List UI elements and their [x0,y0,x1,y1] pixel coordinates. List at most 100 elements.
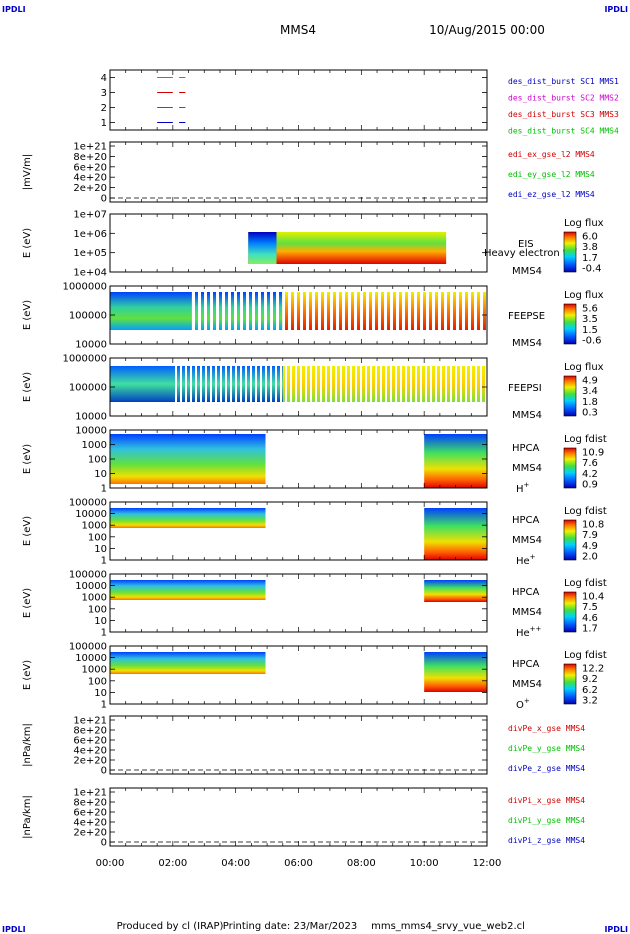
corner-label-bottom-right: IPDLI [604,925,628,934]
x-axis: 00:00 02:00 04:00 06:00 08:00 10:00 12:00 [96,858,502,869]
legend-entry-1: divPi_x_gse MMS4 [508,796,585,805]
y-tick-label: 1e+21 [73,142,107,153]
panel-11-frame [109,787,488,847]
spacecraft-label: MMS4 [512,266,542,277]
y-tick-label: 10 [94,616,107,627]
y-tick-label: 100 [88,532,107,543]
y-tick-label: 10 [94,469,107,480]
y-axis-label: E (eV) [22,228,33,258]
colorbar [563,519,577,561]
spacecraft-label: MMS4 [512,607,542,618]
panel-2-frame [109,141,488,203]
y-tick-label: 10 [94,688,107,699]
colorbar-tick-label: 1.7 [582,624,598,635]
header-datetime: 10/Aug/2015 00:00 [429,23,545,37]
panel-10-frame [109,715,488,775]
spacecraft-label: MMS4 [512,338,542,349]
y-tick-label: 100000 [69,642,107,653]
colorbar-tick-label: 4.6 [582,613,598,624]
species-base: O [516,700,524,711]
species-charge: ++ [530,625,542,633]
y-tick-label: 4e+20 [73,173,107,184]
legend-entry-4: des_dist_burst SC4 MMS4 [508,127,619,136]
corner-label-bottom-left: IPDLI [2,925,26,934]
y-tick-label: 10000 [75,426,107,437]
y-axis-label: E (eV) [22,516,33,546]
y-axis-label: E (eV) [22,588,33,618]
x-tick-label: 00:00 [96,858,125,869]
colorbar [563,663,577,705]
species-base: He [516,556,530,567]
feepsi-gaps [172,366,488,402]
legend-entry-2: divPi_y_gse MMS4 [508,816,585,825]
y-tick-label: 8e+20 [73,726,107,737]
colorbar-tick-label: 3.2 [582,696,598,707]
y-tick-label: 1e+04 [73,268,107,279]
species-label: He++ [516,625,542,639]
y-tick-label: 0 [101,194,107,205]
colorbar-tick-label: 5.6 [582,304,598,315]
species-base: He [516,628,530,639]
panel-5: 1000000 100000 10000 E (eV) FEEPSI MMS4 Log fl… [22,354,604,423]
legend-entry-2: divPe_y_gse MMS4 [508,744,585,753]
species-label: Heavy electron tof [484,248,577,259]
colorbar-tick-label: 10.8 [582,520,604,531]
legend-entry-3: divPe_z_gse MMS4 [508,764,585,773]
y-tick-label: 10000 [75,653,107,664]
colorbar-title: Log fdist [564,578,607,589]
panel-7-data [110,508,487,560]
species-charge: + [530,553,536,561]
species-label: H+ [516,481,530,495]
y-tick-label: 100 [88,455,107,466]
y-tick-label: 1e+05 [73,248,107,259]
colorbar-title: Log flux [564,218,604,229]
y-tick-label: 6e+20 [73,736,107,747]
species-charge: + [524,481,530,489]
species-label: He+ [516,553,536,567]
colorbar-tick-label: 3.4 [582,386,598,397]
hpca-spectrogram-interval-1 [110,508,266,528]
y-tick-label: 2e+20 [73,756,107,767]
y-tick-label: 1 [101,556,107,567]
y-tick-label: 2 [101,103,107,114]
feepse-gaps-late [282,292,487,330]
legend-entry-1: des_dist_burst SC1 MMS1 [508,77,619,86]
y-tick-label: 3 [101,88,107,99]
y-tick-label: 10000 [75,340,107,351]
y-axis-label: |nPa/km| [22,723,33,767]
species-label: O+ [516,697,530,711]
y-tick-label: 1e+06 [73,229,107,240]
y-tick-label: 1 [101,700,107,711]
y-tick-label: 0 [101,838,107,849]
y-tick-label: 100 [88,604,107,615]
footer-script-name: mms_mms4_srvy_vue_web2.cl [371,921,525,932]
spacecraft-label: MMS4 [512,410,542,421]
colorbar-title: Log fdist [564,506,607,517]
y-tick-label: 1 [101,484,107,495]
hpca-spectrogram-interval-2 [424,508,487,560]
y-tick-label: 1000 [82,521,107,532]
y-tick-label: 100000 [69,570,107,581]
panels: 4 3 2 1 des_dist_burst SC1 MMS1 des_dist_burs… [22,69,619,849]
legend-entry-2: des_dist_burst SC2 MMS2 [508,94,619,103]
legend-entry-3: edi_ez_gse_l2 MMS4 [508,190,595,199]
y-tick-label: 4e+20 [73,818,107,829]
colorbar-tick-label: 3.5 [582,314,598,325]
y-tick-label: 10 [94,544,107,555]
y-tick-label: 1000 [82,593,107,604]
y-axis-label: E (eV) [22,444,33,474]
spacecraft-label: MMS4 [512,463,542,474]
colorbar-tick-label: 4.9 [582,541,598,552]
panel-8-data [110,580,487,602]
instrument-label: HPCA [512,587,540,598]
footer-printing-date: Printing date: 23/Mar/2023 [223,921,358,932]
instrument-label: HPCA [512,515,540,526]
hpca-spectrogram-interval-2 [424,434,487,488]
y-tick-label: 100000 [69,311,107,322]
legend-entry-1: edi_ex_gse_l2 MMS4 [508,150,595,159]
